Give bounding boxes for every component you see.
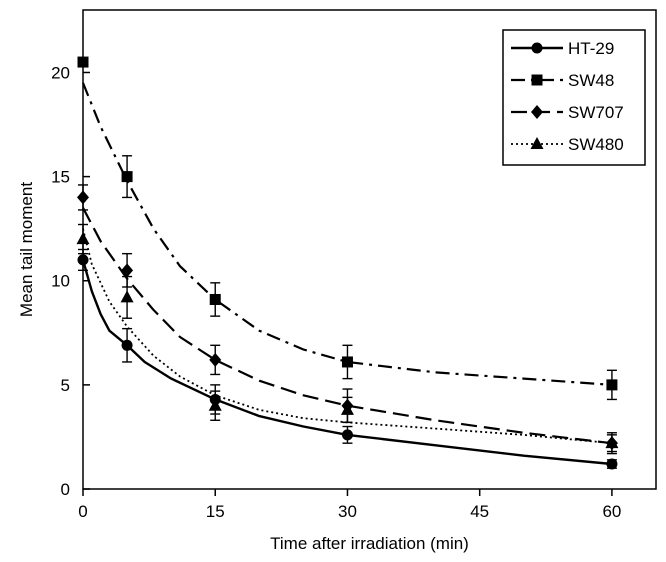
series-line-ht-29	[81, 259, 613, 466]
legend-marker-sw480	[530, 137, 544, 149]
data-point	[606, 458, 618, 470]
x-tick-label: 15	[206, 502, 225, 521]
y-tick-label: 15	[51, 168, 70, 187]
legend-marker-sw707	[531, 105, 543, 119]
data-point	[120, 290, 134, 303]
data-point	[121, 339, 133, 351]
data-point	[606, 379, 618, 391]
x-tick-label: 60	[602, 502, 621, 521]
y-tick-label: 5	[61, 376, 70, 395]
legend-marker-sw48	[531, 74, 543, 86]
y-axis: 0 5 10 15 20	[51, 63, 90, 499]
legend: HT-29 SW48 SW707 SW480	[502, 29, 646, 166]
legend-label-sw480: SW480	[568, 135, 624, 154]
data-point	[121, 171, 133, 183]
data-point	[340, 402, 354, 415]
plot-frame	[82, 9, 657, 490]
data-point	[341, 356, 353, 368]
data-point	[341, 429, 353, 441]
data-point	[209, 352, 222, 367]
x-axis-title: Time after irradiation (min)	[270, 534, 469, 553]
plot-area	[76, 56, 619, 470]
y-tick-label: 20	[51, 63, 70, 82]
legend-label-ht-29: HT-29	[568, 39, 614, 58]
y-tick-label: 0	[61, 480, 70, 499]
axes: 0 15 30 45 60 0 5 10 15 20 Time after irradiatio…	[17, 9, 657, 553]
series-sw480	[76, 223, 619, 453]
data-point	[605, 436, 619, 449]
data-point	[121, 263, 134, 278]
series-line-sw707	[82, 207, 613, 445]
legend-label-sw707: SW707	[568, 103, 624, 122]
data-point	[208, 398, 222, 411]
legend-label-sw48: SW48	[568, 71, 614, 90]
x-axis: 0 15 30 45 60	[78, 489, 621, 521]
y-tick-label: 10	[51, 272, 70, 291]
y-axis-title: Mean tail moment	[17, 182, 36, 317]
x-tick-label: 45	[470, 502, 489, 521]
x-tick-label: 0	[78, 502, 87, 521]
data-point	[209, 293, 221, 305]
legend-box	[502, 29, 646, 166]
legend-marker-ht-29	[531, 42, 543, 54]
x-tick-label: 30	[338, 502, 357, 521]
